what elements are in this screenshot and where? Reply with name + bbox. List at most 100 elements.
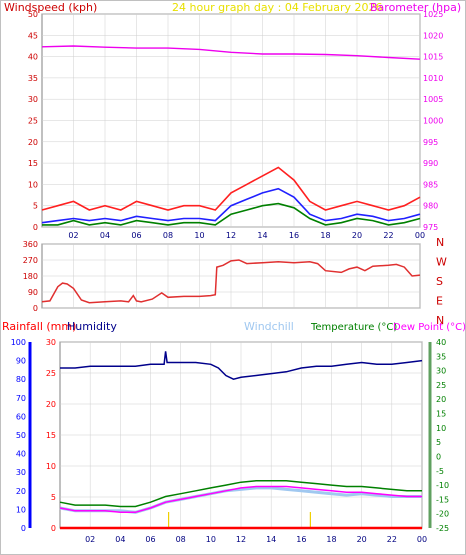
hour-tick-label: 06 [145, 535, 155, 544]
direction-tick-label: 0 [33, 304, 38, 313]
direction-panel-grid [42, 243, 421, 309]
humidity-tick-label: 30 [16, 468, 26, 477]
humidity-tick-label: 60 [16, 412, 26, 421]
temperature-tick-label: 30 [436, 367, 446, 376]
graph-title: 24 hour graph day : 04 February 2026 [172, 1, 383, 14]
hour-tick-label: 12 [236, 535, 246, 544]
temperature-panel-series [59, 351, 423, 530]
wind-panel-series [41, 45, 421, 226]
hour-tick-label: 00 [417, 535, 427, 544]
hour-tick-label: 22 [383, 231, 393, 240]
temperature-tick-label: 15 [436, 410, 446, 419]
temperature-line [59, 480, 422, 508]
dewpoint-line [59, 485, 422, 514]
temperature-tick-label: 5 [436, 438, 441, 447]
hour-tick-label: 08 [176, 535, 186, 544]
wind-tick-label: 10 [28, 180, 38, 189]
hour-tick-label: 10 [194, 231, 204, 240]
humidity-tick-label: 90 [16, 357, 26, 366]
direction-tick-label: 90 [28, 288, 38, 297]
barometer-ticks: 975 980 985 990 995 1000 1005 1010 1015 1020 1025 [423, 10, 443, 232]
humidity-ticks: 0 10 20 30 40 50 60 70 80 90 100 [11, 338, 32, 533]
windspeed-axis-title: Windspeed (kph) [4, 1, 97, 14]
temperature-tick-label: -10 [436, 481, 449, 490]
temperature-tick-label: 10 [436, 424, 446, 433]
compass-label: W [436, 256, 447, 269]
wind-panel-x-ticks: 02 04 06 08 10 12 14 16 18 20 22 00 [68, 231, 425, 240]
humidity-tick-label: 10 [16, 505, 26, 514]
dewpoint-axis-title: Dew Point (°C) [393, 322, 466, 333]
hour-tick-label: 14 [257, 231, 267, 240]
wind-tick-label: 25 [28, 117, 38, 126]
humidity-tick-label: 40 [16, 450, 26, 459]
hour-tick-label: 18 [320, 231, 330, 240]
hour-tick-label: 20 [357, 535, 367, 544]
rainfall-ticks: 0 5 10 15 20 25 30 [46, 338, 56, 533]
compass-label: N [436, 236, 444, 249]
barometer-tick-label: 1015 [423, 53, 443, 62]
direction-tick-label: 270 [23, 256, 38, 265]
hour-tick-label: 14 [266, 535, 276, 544]
temperature-ticks: -25 -20 -15 -10 -5 0 5 10 15 20 25 30 35 40 [428, 338, 449, 533]
temperature-tick-label: 35 [436, 352, 446, 361]
humidity-tick-label: 20 [16, 487, 26, 496]
temperature-tick-label: -15 [436, 495, 449, 504]
humidity-axis-title: Humidity [67, 320, 117, 333]
barometer-tick-label: 1020 [423, 31, 443, 40]
compass-label: S [436, 275, 443, 288]
humidity-tick-label: 70 [16, 394, 26, 403]
hour-tick-label: 02 [85, 535, 95, 544]
hour-tick-label: 06 [131, 231, 141, 240]
rainfall-tick-label: 10 [46, 462, 56, 471]
wind-panel-grid [42, 13, 421, 228]
rainfall-tick-label: 15 [46, 431, 56, 440]
barometer-tick-label: 980 [423, 202, 438, 211]
barometer-axis-title: Barometer (hpa) [370, 1, 461, 14]
humidity-tick-label: 0 [21, 524, 26, 533]
rainfall-tick-label: 5 [51, 493, 56, 502]
direction-tick-label: 180 [23, 272, 38, 281]
wind-tick-label: 30 [28, 95, 38, 104]
humidity-tick-label: 50 [16, 431, 26, 440]
hour-tick-label: 04 [100, 231, 110, 240]
compass-label: N [436, 314, 444, 327]
rainfall-tick-label: 0 [51, 524, 56, 533]
wind-tick-label: 45 [28, 31, 38, 40]
hour-tick-label: 08 [163, 231, 173, 240]
rainfall-tick-label: 20 [46, 400, 56, 409]
barometer-line [41, 45, 421, 60]
humidity-tick-label: 80 [16, 375, 26, 384]
gust-line [41, 166, 421, 211]
barometer-tick-label: 1025 [423, 10, 443, 19]
hour-tick-label: 18 [326, 535, 336, 544]
compass-label: E [436, 295, 443, 308]
direction-panel-series [41, 259, 421, 304]
hour-tick-label: 00 [415, 231, 425, 240]
hour-tick-label: 12 [226, 231, 236, 240]
barometer-tick-label: 1010 [423, 74, 443, 83]
temperature-tick-label: 20 [436, 395, 446, 404]
direction-tick-label: 360 [23, 240, 38, 249]
temperature-tick-label: -5 [436, 467, 444, 476]
barometer-tick-label: 995 [423, 138, 438, 147]
wind-tick-label: 40 [28, 53, 38, 62]
hour-tick-label: 16 [296, 535, 306, 544]
rainfall-tick-label: 30 [46, 338, 56, 347]
barometer-tick-label: 990 [423, 159, 438, 168]
temperature-panel-x-ticks: 02 04 06 08 10 12 14 16 18 20 22 00 [85, 535, 427, 544]
average-speed-line [41, 187, 421, 224]
hour-tick-label: 10 [206, 535, 216, 544]
hour-tick-label: 16 [289, 231, 299, 240]
windchill-axis-title: Windchill [244, 320, 294, 333]
hour-tick-label: 02 [68, 231, 78, 240]
windchill-line [59, 486, 422, 514]
barometer-tick-label: 1005 [423, 95, 443, 104]
wind-direction-line [41, 259, 421, 304]
temperature-tick-label: 25 [436, 381, 446, 390]
